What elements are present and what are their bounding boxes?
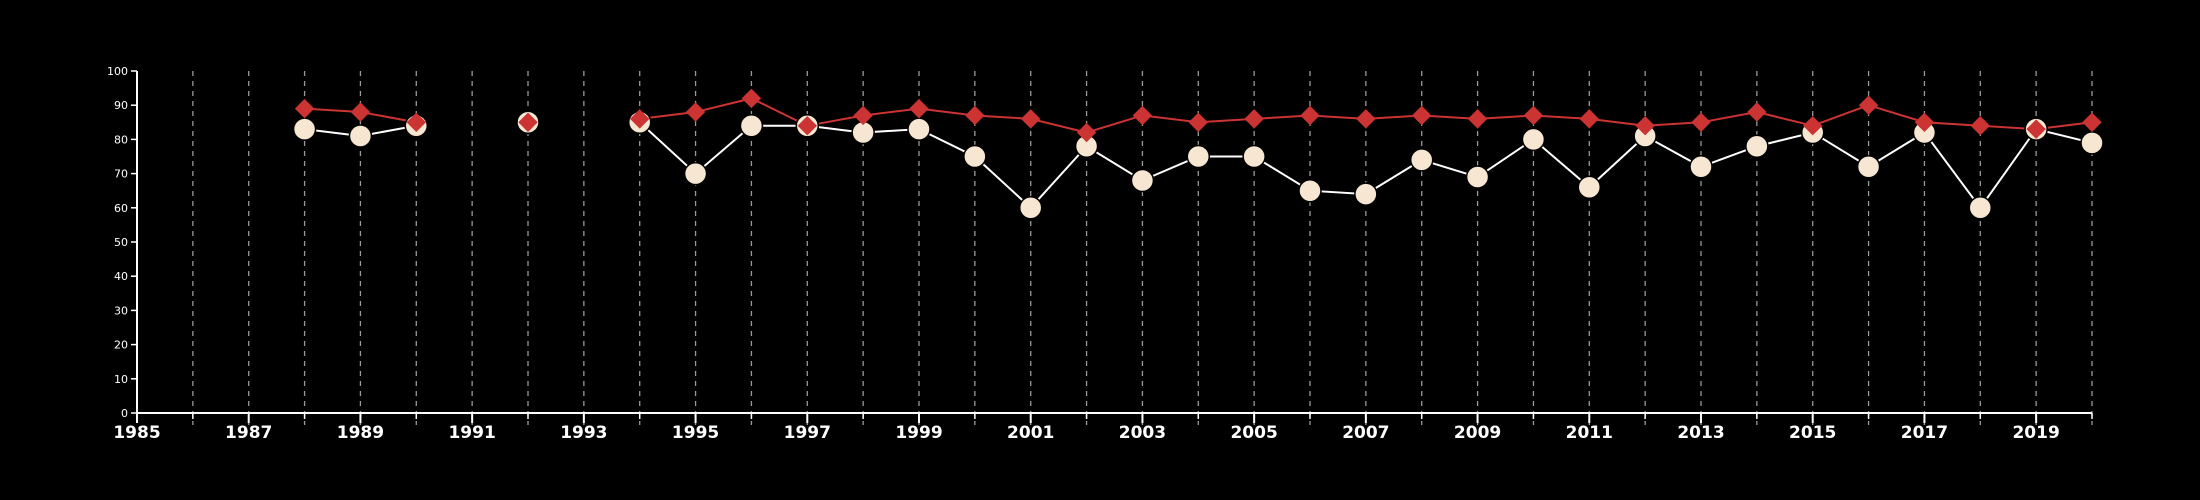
data-point-diamond [1467,109,1488,129]
data-point-diamond [965,105,985,126]
data-point-circle [1521,127,1546,152]
data-point-circle [348,124,373,148]
y-tick-label: 60 [114,202,128,215]
data-point-diamond [853,105,873,126]
data-point-diamond [1188,112,1208,133]
data-point-circle [1856,155,1881,179]
x-tick-label: 2019 [2012,423,2059,443]
x-tick-label: 1993 [560,423,607,443]
y-axis-ticks: 0 10 20 30 40 50 60 70 80 90 100 [107,65,137,420]
data-point-diamond [1356,109,1376,129]
x-tick-label: 2003 [1119,423,1166,443]
data-point-diamond [1021,109,1041,129]
x-tick-label: 2009 [1454,423,1501,443]
data-point-diamond [1803,116,1823,136]
data-point-diamond [1244,109,1264,129]
data-point-circle [963,144,987,169]
data-point-diamond [350,102,371,122]
markers-diamond [294,88,2102,143]
data-point-circle [1409,148,1434,172]
markers-circle [292,110,2104,220]
x-axis-ticks: 1985 1987 1989 1991 1993 1995 1997 1999 2001 2003… [113,413,2093,443]
x-tick-label: 2013 [1677,423,1724,443]
data-point-circle [683,161,708,186]
data-point-diamond [1300,105,1320,126]
x-tick-label: 1985 [113,423,160,443]
data-point-circle [1689,155,1713,179]
data-point-circle [907,117,931,141]
y-tick-label: 30 [114,304,128,317]
x-tick-label: 1995 [672,423,719,443]
y-tick-label: 80 [114,133,128,146]
data-point-circle [1130,168,1155,193]
data-point-diamond [1747,102,1767,122]
data-point-circle [739,113,764,138]
x-tick-label: 2015 [1789,423,1836,443]
y-tick-label: 70 [114,168,128,181]
data-point-diamond [406,112,426,133]
data-point-circle [1465,165,1490,189]
data-point-diamond [1914,112,1935,133]
vertical-grid [192,71,2093,425]
data-point-diamond [2082,112,2102,133]
x-tick-label: 2001 [1007,423,1054,443]
data-point-circle [1242,144,1266,169]
data-point-circle [292,117,317,141]
y-tick-label: 100 [107,65,128,78]
data-point-diamond [294,98,315,119]
series-layer [292,88,2104,220]
data-point-diamond [741,88,762,109]
data-point-circle [1968,196,1993,220]
data-point-circle [1577,175,1602,200]
x-tick-label: 1989 [337,423,384,443]
y-tick-label: 50 [114,236,128,249]
x-tick-label: 1987 [225,423,272,443]
data-point-diamond [1523,105,1544,126]
x-tick-label: 1999 [895,423,942,443]
x-tick-label: 2011 [1566,423,1613,443]
y-tick-label: 20 [114,339,128,352]
data-point-diamond [2026,119,2046,139]
data-point-circle [1018,196,1043,220]
y-tick-label: 10 [114,373,128,386]
data-point-diamond [1579,109,1599,129]
data-point-circle [1745,134,1769,158]
data-point-diamond [1635,116,1655,136]
data-point-diamond [797,116,817,136]
x-tick-label: 1997 [784,423,831,443]
x-tick-label: 2017 [1901,423,1948,443]
y-tick-label: 90 [114,99,128,112]
data-point-diamond [1132,105,1153,126]
data-point-circle [1354,182,1378,206]
data-point-diamond [1691,112,1711,133]
data-point-diamond [1970,116,1990,136]
data-point-diamond [909,98,929,119]
data-point-circle [1298,178,1322,203]
data-point-diamond [518,112,538,133]
x-tick-label: 2007 [1342,423,1389,443]
y-tick-label: 40 [114,270,128,283]
data-point-diamond [685,102,706,122]
data-point-diamond [1858,95,1879,115]
data-point-circle [1186,144,1211,169]
x-tick-label: 2005 [1230,423,1277,443]
data-point-diamond [1412,105,1432,126]
y-tick-label: 0 [121,407,128,420]
data-point-diamond [1076,122,1097,143]
x-tick-label: 1991 [448,423,495,443]
data-point-circle [2080,131,2104,155]
data-point-diamond [630,109,650,129]
